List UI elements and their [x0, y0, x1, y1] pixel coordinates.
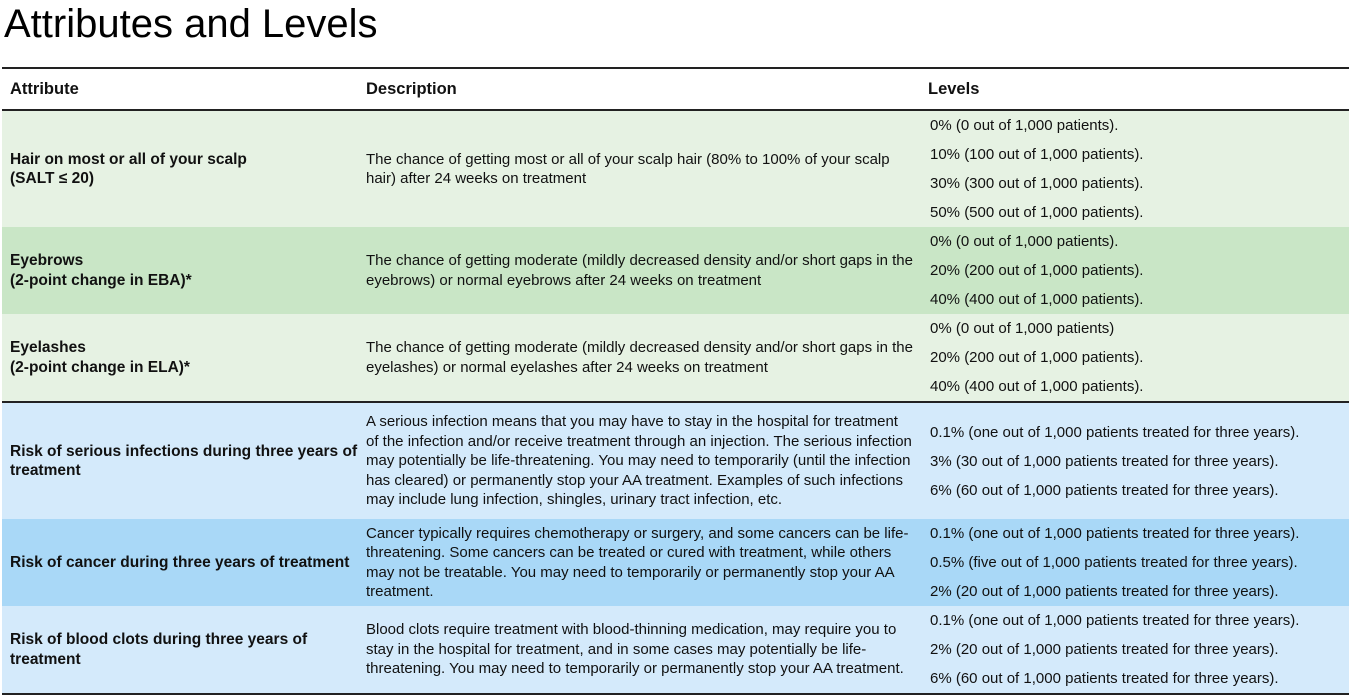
level-item: 50% (500 out of 1,000 patients).	[930, 204, 1144, 221]
description-cell: The chance of getting moderate (mildly d…	[366, 252, 913, 289]
attribute-cell: Hair on most or all of your scalp (SALT …	[2, 110, 358, 227]
column-header-levels: Levels	[928, 79, 980, 98]
level-item: 10% (100 out of 1,000 patients).	[930, 146, 1144, 163]
attribute-cell: Risk of serious infections during three …	[10, 442, 358, 480]
page-title: Attributes and Levels	[4, 2, 378, 46]
level-item: 30% (300 out of 1,000 patients).	[930, 175, 1144, 192]
description-cell: The chance of getting most or all of you…	[366, 150, 890, 188]
level-item: 40% (400 out of 1,000 patients).	[930, 378, 1144, 395]
level-item: 0.1% (one out of 1,000 patients treated …	[930, 525, 1300, 542]
attribute-name: Eyebrows	[10, 252, 84, 269]
table-row: Hair on most or all of your scalp (SALT …	[2, 110, 1349, 227]
column-header-description: Description	[366, 79, 457, 98]
description-cell: Cancer typically requires chemotherapy o…	[366, 524, 909, 601]
level-item: 6% (60 out of 1,000 patients treated for…	[930, 481, 1279, 499]
level-item: 3% (30 out of 1,000 patients treated for…	[930, 452, 1279, 470]
column-header-attribute: Attribute	[10, 79, 79, 98]
levels-cell: 0% (0 out of 1,000 patients) 20% (200 ou…	[920, 314, 1349, 402]
level-item: 0.1% (one out of 1,000 patients treated …	[930, 612, 1300, 629]
level-item: 20% (200 out of 1,000 patients).	[930, 349, 1144, 366]
level-item: 2% (20 out of 1,000 patients treated for…	[930, 583, 1279, 600]
table-header-row: Attribute Description Levels	[2, 68, 1349, 110]
description-cell: Blood clots require treatment with blood…	[366, 621, 904, 678]
attribute-cell: Eyebrows (2-point change in EBA)*	[2, 227, 358, 314]
description-cell: A serious infection means that you may h…	[366, 413, 912, 509]
levels-cell: 0.1% (one out of 1,000 patients treated …	[920, 519, 1349, 606]
level-item: 6% (60 out of 1,000 patients treated for…	[930, 670, 1279, 687]
attribute-measure: (2-point change in ELA)*	[10, 358, 190, 376]
attribute-cell: Risk of cancer during three years of tre…	[10, 553, 350, 571]
levels-cell: 0% (0 out of 1,000 patients). 10% (100 o…	[920, 110, 1349, 227]
attribute-measure: (2-point change in EBA)*	[10, 271, 192, 289]
level-item: 40% (400 out of 1,000 patients).	[930, 291, 1144, 308]
attribute-measure: (SALT ≤ 20)	[10, 170, 95, 187]
attribute-cell: Eyelashes (2-point change in ELA)*	[2, 314, 358, 402]
attribute-name: Hair on most or all of your scalp	[10, 150, 247, 168]
attributes-table-container: Attribute Description Levels Hair on mos…	[2, 67, 1349, 695]
level-item: 20% (200 out of 1,000 patients).	[930, 262, 1144, 279]
table-row: Eyebrows (2-point change in EBA)* The ch…	[2, 227, 1349, 314]
table-row: Risk of serious infections during three …	[2, 402, 1349, 519]
level-item: 0.5% (five out of 1,000 patients treated…	[930, 554, 1298, 571]
level-item: 0.1% (one out of 1,000 patients treated …	[930, 423, 1300, 441]
level-item: 0% (0 out of 1,000 patients)	[930, 320, 1115, 337]
table-row: Eyelashes (2-point change in ELA)* The c…	[2, 314, 1349, 402]
level-item: 0% (0 out of 1,000 patients).	[930, 117, 1119, 134]
attributes-table: Attribute Description Levels Hair on mos…	[2, 67, 1349, 695]
attribute-cell: Risk of blood clots during three years o…	[10, 631, 308, 668]
attribute-name: Eyelashes	[10, 339, 86, 356]
description-cell: The chance of getting moderate (mildly d…	[366, 339, 913, 376]
levels-cell: 0.1% (one out of 1,000 patients treated …	[920, 402, 1349, 519]
table-row: Risk of cancer during three years of tre…	[2, 519, 1349, 606]
level-item: 2% (20 out of 1,000 patients treated for…	[930, 641, 1279, 658]
level-item: 0% (0 out of 1,000 patients).	[930, 233, 1119, 250]
levels-cell: 0% (0 out of 1,000 patients). 20% (200 o…	[920, 227, 1349, 314]
table-row: Risk of blood clots during three years o…	[2, 606, 1349, 694]
